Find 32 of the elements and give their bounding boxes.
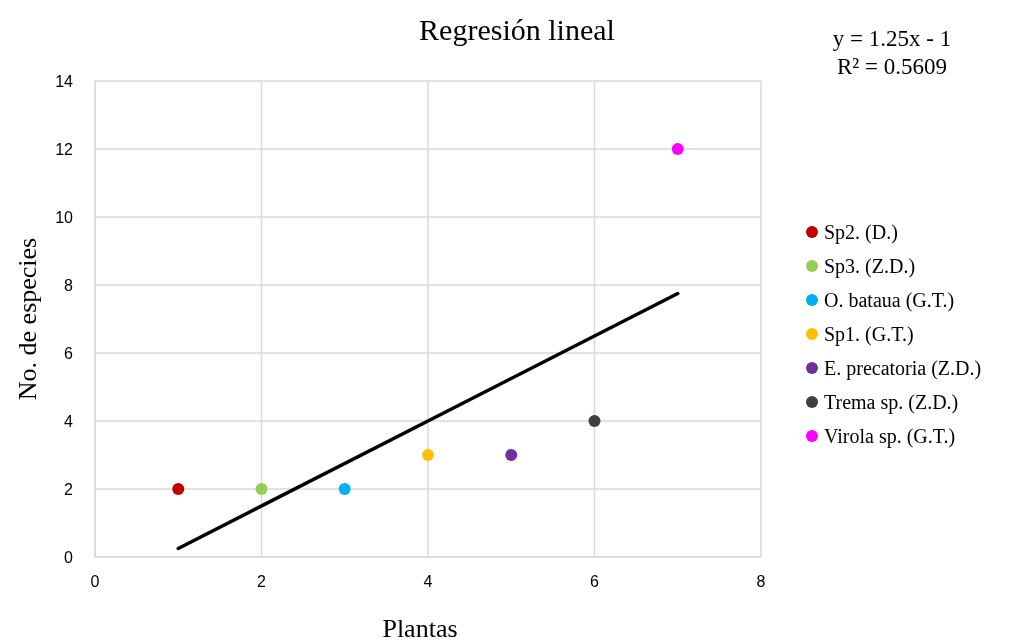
point bbox=[505, 449, 518, 461]
y-tick-label: 0 bbox=[64, 549, 74, 566]
x-tick-label: 2 bbox=[257, 573, 267, 590]
x-tick-label: 4 bbox=[423, 573, 433, 590]
legend-label: E. precatoria (Z.D.) bbox=[824, 357, 982, 380]
x-tick-label: 6 bbox=[590, 573, 600, 590]
text: y = 1.25x - 1 bbox=[832, 26, 952, 51]
legend-label: Sp3. (Z.D.) bbox=[824, 255, 916, 278]
legend-label: Sp1. (G.T.) bbox=[824, 323, 914, 346]
point bbox=[338, 483, 351, 495]
x-tick-label: 0 bbox=[90, 573, 100, 590]
point bbox=[671, 143, 684, 155]
chart-title: Regresión lineal bbox=[419, 13, 615, 46]
y-tick-label: 4 bbox=[64, 413, 74, 430]
point bbox=[255, 483, 268, 495]
y-tick-label: 8 bbox=[64, 277, 74, 294]
y-tick-label: 6 bbox=[64, 345, 74, 362]
point bbox=[172, 483, 185, 495]
point bbox=[422, 449, 434, 461]
legend-label: Trema sp. (Z.D.) bbox=[824, 391, 959, 414]
y-tick-label: 12 bbox=[55, 141, 74, 158]
x-tick-label: 8 bbox=[756, 573, 766, 590]
x-axis-title: Plantas bbox=[382, 614, 458, 643]
legend-label: Virola sp. (G.T.) bbox=[824, 425, 956, 448]
y-tick-label: 14 bbox=[55, 73, 74, 90]
y-axis-title: No. de especies bbox=[13, 237, 42, 401]
y-tick-label: 10 bbox=[55, 209, 74, 226]
legend-label: O. bataua (G.T.) bbox=[824, 289, 955, 312]
legend-label: Sp2. (D.) bbox=[824, 221, 898, 244]
y-tick-label: 2 bbox=[64, 481, 74, 498]
point bbox=[588, 415, 601, 427]
text: R² = 0.5609 bbox=[837, 54, 947, 79]
